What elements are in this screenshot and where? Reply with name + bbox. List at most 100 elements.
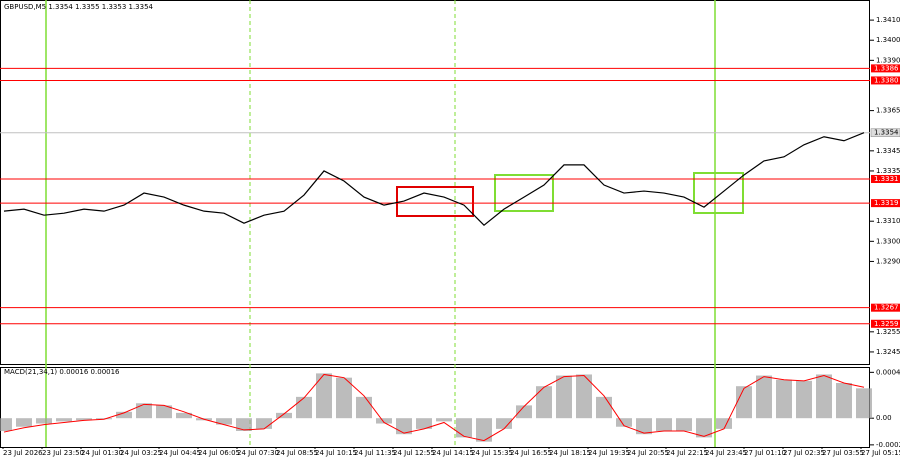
macd-bar [736, 386, 752, 419]
macd-bar [536, 386, 552, 419]
y-tick-label: 0.00 [876, 414, 892, 422]
macd-bar [156, 405, 172, 419]
level-label: 1.3380 [874, 76, 899, 84]
macd-bar [136, 403, 152, 419]
y-tick-label: 1.3255 [876, 328, 900, 336]
macd-bar [676, 418, 692, 431]
x-tick-label: 23 Jul 23:50 [42, 449, 84, 457]
macd-bar [176, 412, 192, 419]
x-tick-label: 24 Jul 11:35 [354, 449, 396, 457]
y-tick-label: 1.3300 [876, 237, 900, 245]
y-tick-label: 1.3310 [876, 217, 900, 225]
macd-bar [56, 418, 72, 422]
macd-bar [476, 418, 492, 442]
level-tag [871, 199, 900, 208]
macd-bar [76, 418, 92, 421]
macd-bar [776, 379, 792, 419]
macd-bar [276, 412, 292, 419]
y-tick-label: 1.3365 [876, 107, 900, 115]
macd-bar [576, 374, 592, 419]
level-tag [871, 303, 900, 312]
x-tick-label: 27 Jul 05:15 [861, 449, 900, 457]
x-tick-label: 24 Jul 03:25 [120, 449, 162, 457]
level-tag [871, 319, 900, 328]
signal-box [494, 174, 554, 212]
macd-bar [616, 418, 632, 427]
macd-bar [636, 418, 652, 435]
macd-bar [816, 374, 832, 419]
macd-bar [0, 418, 12, 431]
x-tick-label: 27 Jul 02:35 [783, 449, 825, 457]
macd-bar [316, 373, 332, 419]
macd-bar [296, 396, 312, 419]
y-tick-label: -0.00025 [876, 441, 900, 449]
macd-bar [836, 383, 852, 419]
y-tick-label: 1.3410 [876, 16, 900, 24]
x-tick-label: 24 Jul 07:30 [237, 449, 279, 457]
macd-bar [416, 418, 432, 429]
macd-bar [756, 375, 772, 419]
level-label: 1.3259 [874, 320, 899, 328]
y-tick-label: 1.3335 [876, 167, 900, 175]
macd-bar [596, 396, 612, 419]
macd-bar [696, 418, 712, 438]
x-tick-label: 24 Jul 23:45 [705, 449, 747, 457]
x-tick-label: 24 Jul 15:35 [471, 449, 513, 457]
x-tick-label: 24 Jul 19:35 [588, 449, 630, 457]
x-tick-label: 24 Jul 04:45 [159, 449, 201, 457]
y-tick-label: 1.3390 [876, 56, 900, 64]
macd-bar [356, 396, 372, 419]
x-tick-label: 23 Jul 2026 [3, 449, 43, 457]
macd-bar [436, 418, 452, 422]
macd-bar [336, 377, 352, 419]
x-tick-label: 24 Jul 12:55 [393, 449, 435, 457]
level-label: 1.3331 [874, 175, 899, 183]
x-tick-label: 27 Jul 03:55 [822, 449, 864, 457]
x-tick-label: 24 Jul 20:55 [627, 449, 669, 457]
price-pane [0, 0, 870, 365]
x-tick-label: 27 Jul 01:10 [744, 449, 786, 457]
signal-line [3, 373, 865, 442]
macd-bar [96, 418, 112, 420]
macd-bar [116, 411, 132, 419]
macd-bar [256, 418, 272, 429]
x-tick-label: 24 Jul 22:15 [666, 449, 708, 457]
macd-bar [236, 418, 252, 431]
level-tag [871, 64, 900, 73]
y-tick-label: 1.3290 [876, 257, 900, 265]
y-tick-label: 1.3245 [876, 348, 900, 356]
x-tick-label: 24 Jul 18:15 [549, 449, 591, 457]
x-tick-label: 24 Jul 01:30 [81, 449, 123, 457]
level-tag [871, 174, 900, 183]
x-tick-label: 24 Jul 08:55 [276, 449, 318, 457]
macd-bar [216, 418, 232, 425]
macd-bar [36, 418, 52, 424]
macd-bar [796, 380, 812, 419]
signal-box [693, 172, 744, 214]
macd-bar [656, 418, 672, 431]
macd-bar [556, 375, 572, 419]
price-line [3, 132, 865, 227]
level-tag [871, 76, 900, 85]
macd-bar [716, 418, 732, 429]
y-tick-label: 0.00043 [876, 368, 900, 376]
y-tick-label: 1.3400 [876, 36, 900, 44]
level-label: 1.3386 [874, 64, 899, 72]
macd-bar [16, 418, 32, 427]
level-label: 1.3319 [874, 199, 899, 207]
macd-bar [396, 418, 412, 435]
indicator-title: MACD(21,34,1) 0.00016 0.00016 [4, 368, 120, 376]
macd-bar [516, 405, 532, 419]
y-tick-label: 1.3345 [876, 147, 900, 155]
signal-box [396, 186, 474, 217]
level-label: 1.3267 [874, 304, 899, 312]
x-tick-label: 24 Jul 10:15 [315, 449, 357, 457]
macd-bar [856, 388, 872, 419]
last-price-tag [870, 128, 900, 137]
x-tick-label: 24 Jul 16:55 [510, 449, 552, 457]
chart-title: GBPUSD,M5 1.3354 1.3355 1.3353 1.3354 [4, 3, 154, 11]
x-tick-label: 24 Jul 06:05 [198, 449, 240, 457]
